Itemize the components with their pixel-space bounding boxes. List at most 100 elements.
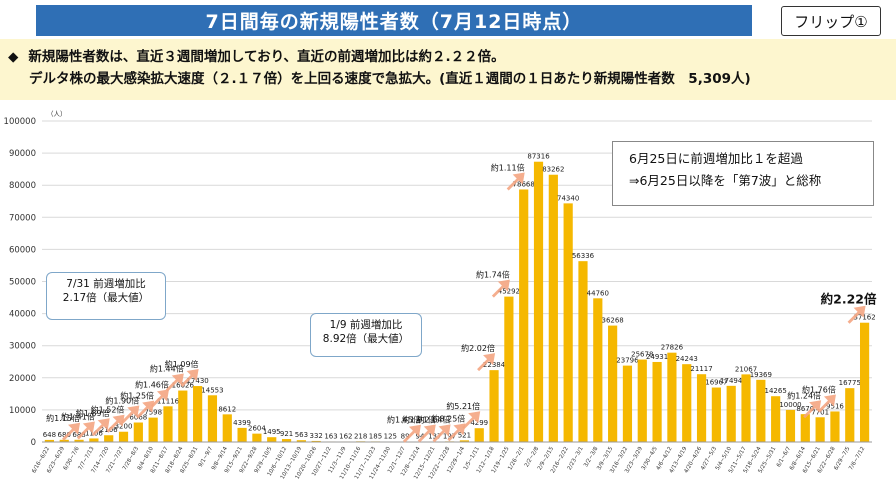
growth-arrow-icon-9 — [402, 424, 421, 443]
growth-label-16: 約1.11倍 — [491, 162, 525, 172]
growth-arrow-icon-17 — [803, 400, 822, 419]
callout-delta-line-2: 2.17倍（最大値） — [62, 292, 150, 304]
bar-15 — [267, 437, 277, 442]
bar-5 — [118, 431, 129, 442]
data-label-40: 25678 — [631, 351, 653, 359]
bar-49 — [771, 396, 781, 442]
bar-3 — [89, 438, 99, 442]
data-label-47: 21067 — [735, 365, 757, 373]
data-label-39: 23796 — [616, 357, 639, 365]
bar-55 — [859, 322, 870, 442]
data-label-29: 4299 — [470, 419, 488, 427]
growth-arrow-icon-16 — [506, 172, 525, 191]
data-label-34: 83262 — [542, 166, 564, 174]
y-tick-label-1: 10000 — [9, 406, 36, 416]
bar-14 — [252, 433, 262, 442]
bar-31 — [504, 296, 514, 442]
bar-10 — [193, 386, 203, 442]
bar-6 — [133, 422, 143, 442]
data-label-23: 125 — [384, 433, 397, 441]
growth-arrow-icon-15 — [491, 279, 510, 298]
callout-delta-line-1: 7/31 前週増加比 — [66, 278, 146, 290]
bar-42 — [667, 352, 677, 442]
callout-omicron-peak: 1/9 前週増加比 8.92倍（最大値） — [310, 313, 422, 357]
data-label-41: 24931 — [646, 353, 668, 361]
wave7-note-line-2: ⇒6月25日以降を「第7波」と総称 — [629, 173, 822, 188]
bar-11 — [207, 395, 218, 442]
summary-line-2: デルタ株の最大感染拡大速度（２.１７倍）を上回る速度で急拡大。(直近１週間の１日… — [29, 71, 751, 87]
data-label-11: 14553 — [201, 386, 223, 394]
bar-37 — [593, 298, 603, 442]
data-label-17: 563 — [295, 431, 308, 439]
growth-arrow-icon-19 — [847, 305, 866, 324]
bar-46 — [726, 385, 736, 442]
growth-label-2: 約1.89倍 — [76, 408, 110, 418]
y-axis-unit-label: （人） — [47, 110, 67, 118]
growth-label-1: 約1.41倍 — [61, 411, 95, 421]
growth-arrow-icon-5 — [136, 400, 155, 419]
y-tick-label-8: 80000 — [9, 181, 36, 191]
bar-12 — [222, 414, 232, 442]
bar-41 — [652, 361, 662, 442]
bar-4 — [104, 435, 114, 442]
data-label-32: 78668 — [513, 180, 535, 188]
data-label-43: 24243 — [676, 355, 698, 363]
growth-arrow-icon-13 — [462, 411, 481, 430]
bar-2 — [74, 439, 84, 442]
bar-44 — [696, 374, 707, 442]
flip-badge: フリップ① — [781, 6, 881, 36]
data-label-31: 45292 — [498, 288, 520, 296]
growth-label-7: 約1.44倍 — [150, 364, 184, 374]
data-label-49: 14265 — [765, 387, 787, 395]
growth-arrow-icon-18 — [817, 394, 836, 413]
data-label-48: 19369 — [750, 371, 772, 379]
summary-box: ◆ 新規陽性者数は、直近３週間増加しており、直近の前週増加比は約２.２２倍。 デル… — [0, 39, 896, 100]
y-tick-label-5: 50000 — [9, 278, 36, 288]
y-tick-label-4: 40000 — [9, 310, 36, 320]
data-label-16: 921 — [280, 430, 293, 438]
wave7-note: 6月25日に前週増加比１を超過 ⇒6月25日以降を「第7波」と総称 — [612, 141, 874, 206]
y-tick-label-3: 30000 — [9, 342, 36, 352]
growth-arrow-icon-3 — [106, 414, 125, 433]
data-label-5: 3200 — [115, 423, 133, 431]
bar-48 — [756, 379, 766, 442]
bar-39 — [622, 365, 633, 442]
growth-arrow-icon-6 — [150, 389, 169, 408]
growth-arrow-icon-4 — [121, 405, 140, 424]
growth-label-4: 約1.90倍 — [105, 396, 139, 406]
data-label-54: 16775 — [839, 379, 861, 387]
bar-40 — [637, 359, 647, 442]
data-label-8: 11116 — [157, 397, 180, 405]
bar-35 — [563, 203, 573, 442]
bar-45 — [711, 387, 721, 442]
growth-label-18: 約1.76倍 — [802, 384, 836, 394]
callout-omicron-line-1: 1/9 前週増加比 — [329, 319, 403, 331]
callout-delta-peak: 7/31 前週増加比 2.17倍（最大値） — [46, 272, 166, 320]
weekly-cases-bar-chart: 0 10000 20000 30000 40000 50000 60000 70000 8000… — [4, 110, 877, 480]
data-label-27: 197 — [443, 432, 456, 440]
growth-arrow-icon-2 — [91, 418, 110, 437]
bar-17 — [296, 440, 306, 442]
data-label-42: 27826 — [661, 344, 684, 352]
data-label-45: 16967 — [705, 379, 727, 387]
bar-54 — [845, 388, 855, 442]
growth-arrow-icon-10 — [417, 424, 436, 443]
data-label-25: 94 — [415, 433, 424, 441]
data-label-38: 36268 — [601, 317, 623, 325]
growth-label-3: 約1.52倍 — [91, 405, 125, 415]
data-label-33: 87316 — [527, 153, 550, 161]
growth-label-11: 約2.64倍 — [417, 414, 451, 424]
bar-0 — [44, 439, 55, 442]
callout-omicron-line-2: 8.92倍（最大値） — [322, 333, 410, 345]
data-label-26: 137 — [428, 433, 441, 441]
growth-arrow-icon-11 — [432, 424, 451, 443]
data-label-13: 4399 — [233, 419, 251, 427]
bar-51 — [800, 414, 810, 442]
data-label-24: 89 — [401, 433, 410, 441]
data-label-53: 9516 — [826, 402, 844, 410]
growth-label-9: 約1.45倍 — [387, 415, 421, 425]
y-tick-label-9: 90000 — [9, 149, 36, 159]
growth-label-14: 約2.02倍 — [461, 343, 495, 353]
bar-28 — [459, 440, 470, 442]
data-label-20: 162 — [339, 432, 352, 440]
